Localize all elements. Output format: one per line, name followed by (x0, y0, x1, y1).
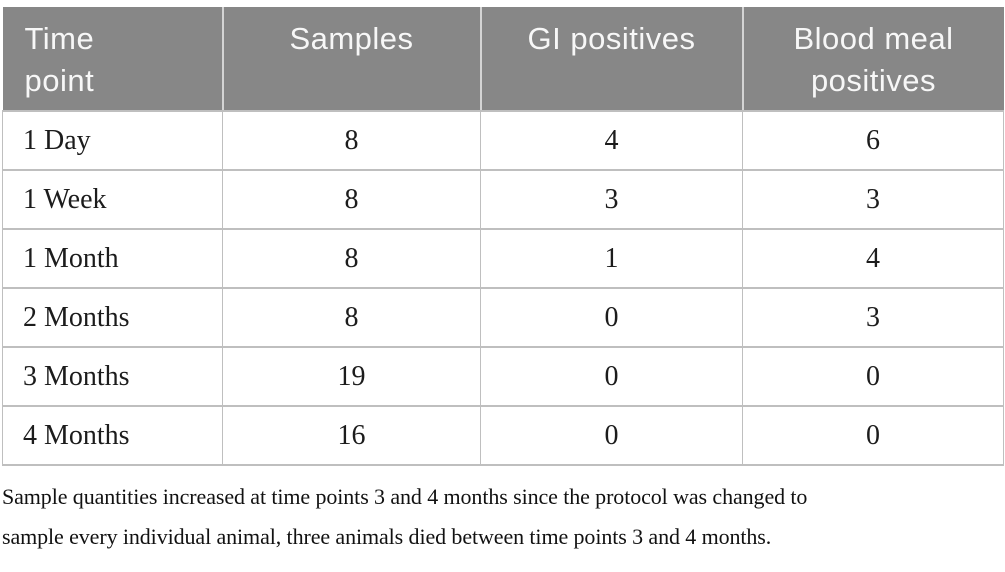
header-row: Time point Samples GI positives Blood me… (2, 7, 1004, 112)
cell-blood-meal-positives: 0 (742, 346, 1004, 407)
cell-gi-positives: 0 (480, 287, 743, 348)
cell-gi-positives: 0 (480, 405, 743, 466)
cell-time-point: 4 Months (2, 405, 223, 466)
cell-gi-positives: 0 (480, 346, 743, 407)
cell-gi-positives: 3 (480, 169, 743, 230)
cell-time-point: 1 Day (2, 110, 223, 171)
cell-time-point: 1 Week (2, 169, 223, 230)
cell-samples: 8 (222, 169, 481, 230)
cell-blood-meal-positives: 3 (742, 287, 1004, 348)
cell-gi-positives: 4 (480, 110, 743, 171)
cell-blood-meal-positives: 3 (742, 169, 1004, 230)
cell-samples: 16 (222, 405, 481, 466)
column-header-blood-meal-positives: Blood meal positives (742, 7, 1004, 112)
column-header-gi-positives: GI positives (480, 7, 744, 112)
table-row-4-months: 4 Months 16 0 0 (2, 405, 1004, 466)
cell-samples: 19 (222, 346, 481, 407)
cell-time-point: 1 Month (2, 228, 223, 289)
table-row-2-months: 2 Months 8 0 3 (2, 287, 1004, 348)
cell-blood-meal-positives: 6 (742, 110, 1004, 171)
cell-samples: 8 (222, 287, 481, 348)
table-row-1-month: 1 Month 8 1 4 (2, 228, 1004, 289)
cell-time-point: 2 Months (2, 287, 223, 348)
column-header-samples: Samples (222, 7, 482, 112)
column-header-time-point: Time point (2, 7, 224, 112)
results-table: Time point Samples GI positives Blood me… (2, 7, 1004, 466)
cell-blood-meal-positives: 4 (742, 228, 1004, 289)
cell-blood-meal-positives: 0 (742, 405, 1004, 466)
cell-samples: 8 (222, 110, 481, 171)
cell-gi-positives: 1 (480, 228, 743, 289)
paper-table-figure: Time point Samples GI positives Blood me… (2, 7, 1004, 557)
table-row-3-months: 3 Months 19 0 0 (2, 346, 1004, 407)
table-row-1-week: 1 Week 8 3 3 (2, 169, 1004, 230)
table-footnote: Sample quantities increased at time poin… (2, 484, 808, 549)
table-row-1-day: 1 Day 8 4 6 (2, 110, 1004, 171)
cell-time-point: 3 Months (2, 346, 223, 407)
cell-samples: 8 (222, 228, 481, 289)
